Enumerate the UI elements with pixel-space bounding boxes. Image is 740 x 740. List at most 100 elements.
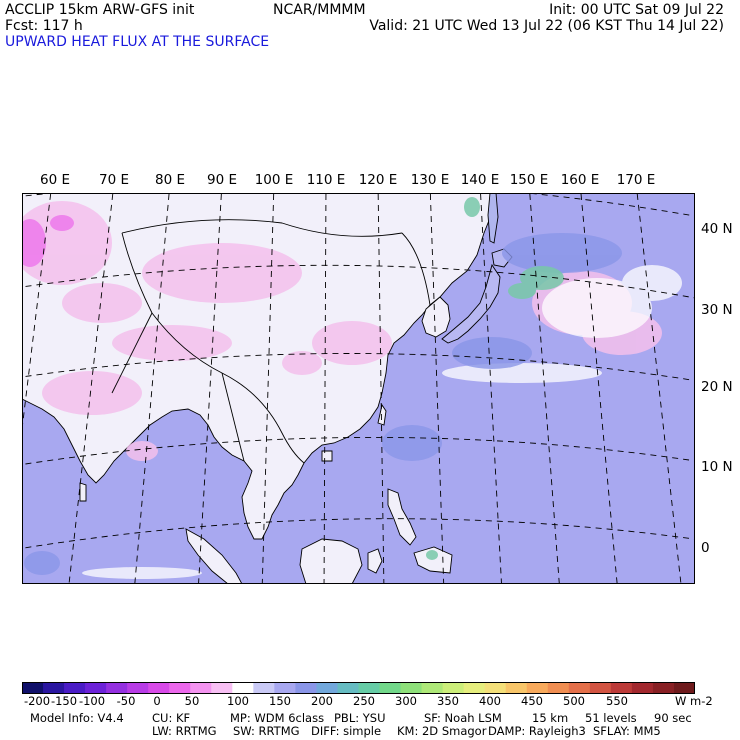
colorbar-swatch [232,682,254,694]
colorbar-unit: W m-2 [675,694,713,708]
colorbar-swatch [106,682,128,694]
colorbar-swatch [127,682,149,694]
colorbar-tick: 100 [227,694,249,708]
colorbar-swatch [85,682,107,694]
lat-lon-grid [22,193,695,584]
surface-scheme: SF: Noah LSM [424,711,502,725]
colorbar-swatch [379,682,402,694]
colorbar [22,682,695,694]
microphysics-scheme: MP: WDM 6class [230,711,325,725]
lon-label: 60 E [40,172,70,188]
colorbar-tick: 350 [437,694,459,708]
lat-label: 10 N [701,459,733,475]
lon-label: 130 E [410,172,450,188]
negative-flux-patches [24,233,622,575]
colorbar-tick: 400 [479,694,501,708]
sakhalin [487,193,499,244]
colorbar-tick: -150 [50,694,78,708]
surface-layer-scheme: SFLAY: MM5 [593,724,661,738]
colorbar-swatch [652,682,675,694]
km-scheme: KM: 2D Smagor [397,724,487,738]
forecast-hour: Fcst: 117 h [5,18,83,34]
diffusion-scheme: DIFF: simple [311,724,382,738]
model-title: ACCLIP 15km ARW-GFS init [5,2,195,18]
heat-flux-map [22,193,695,584]
sumatra [185,528,243,584]
map-frame [22,193,695,584]
lon-label: 170 E [616,172,656,188]
lat-label: 20 N [701,379,733,395]
colorbar-swatch [253,682,275,694]
resolution: 15 km [532,711,569,725]
colorbar-swatch [463,682,486,694]
lon-label: 100 E [254,172,294,188]
lat-label: 30 N [701,302,733,318]
init-time: Init: 00 UTC Sat 09 Jul 22 [549,2,724,18]
colorbar-swatch [64,682,86,694]
pbl-scheme: PBL: YSU [334,711,386,725]
neutral-flux-patches [82,265,682,579]
lon-label: 70 E [99,172,129,188]
time-step: 90 sec [654,711,692,725]
longitude-labels: 60 E 70 E 80 E 90 E 100 E 110 E 120 E 13… [0,172,740,188]
colorbar-swatch [442,682,465,694]
model-info: Model Info: V4.4 [30,711,124,725]
colorbar-swatch [568,682,591,694]
new-guinea [413,546,453,574]
lon-label: 80 E [155,172,185,188]
colorbar-tick: 450 [521,694,543,708]
borneo [299,538,363,584]
lat-label: 0 [701,540,710,556]
colorbar-swatch [421,682,444,694]
colorbar-swatch [673,682,695,694]
valid-time: Valid: 21 UTC Wed 13 Jul 22 (06 KST Thu … [369,18,724,34]
colorbar-swatch [526,682,549,694]
lon-label: 140 E [460,172,500,188]
shortwave-scheme: SW: RRTMG [233,724,300,738]
korea [421,296,451,338]
colorbar-frame [22,682,695,694]
philippines [387,488,417,546]
lon-label: 90 E [207,172,237,188]
colorbar-swatch [547,682,570,694]
colorbar-swatch [484,682,507,694]
country-boundaries [111,219,431,464]
japan [441,263,501,344]
taiwan [377,403,387,426]
colorbar-tick: 550 [606,694,628,708]
colorbar-swatch [358,682,381,694]
colorbar-swatch [295,682,317,694]
colorbar-tick: 50 [184,694,200,708]
colorbar-swatch [589,682,612,694]
colorbar-tick: -100 [78,694,106,708]
hainan [321,450,333,462]
colorbar-tick: -200 [23,694,51,708]
colorbar-ticks: -200 -150 -100 -50 0 50 100 150 200 250 … [0,694,740,708]
lon-label: 110 E [306,172,346,188]
sri-lanka [79,482,87,502]
lon-label: 120 E [358,172,398,188]
center-label: NCAR/MMMM [273,2,366,18]
colorbar-tick: -50 [116,694,136,708]
lon-label: 150 E [509,172,549,188]
lon-label: 160 E [560,172,600,188]
lat-label: 40 N [701,221,733,237]
colorbar-swatch [337,682,359,694]
sulawesi [367,548,383,574]
damping-scheme: DAMP: Rayleigh3 [488,724,586,738]
colorbar-swatch [148,682,170,694]
strong-flux-patches [22,215,74,267]
colorbar-tick: 150 [269,694,291,708]
colorbar-tick: 0 [153,694,161,708]
colorbar-swatch [610,682,633,694]
asia-landmass [22,193,493,540]
colorbar-swatch [169,682,191,694]
colorbar-tick: 250 [353,694,375,708]
colorbar-swatch [22,682,44,694]
vertical-levels: 51 levels [585,711,637,725]
colorbar-swatch [211,682,233,694]
colorbar-swatch [43,682,65,694]
colorbar-tick: 500 [563,694,585,708]
colorbar-swatch [316,682,338,694]
colorbar-tick: 200 [311,694,333,708]
